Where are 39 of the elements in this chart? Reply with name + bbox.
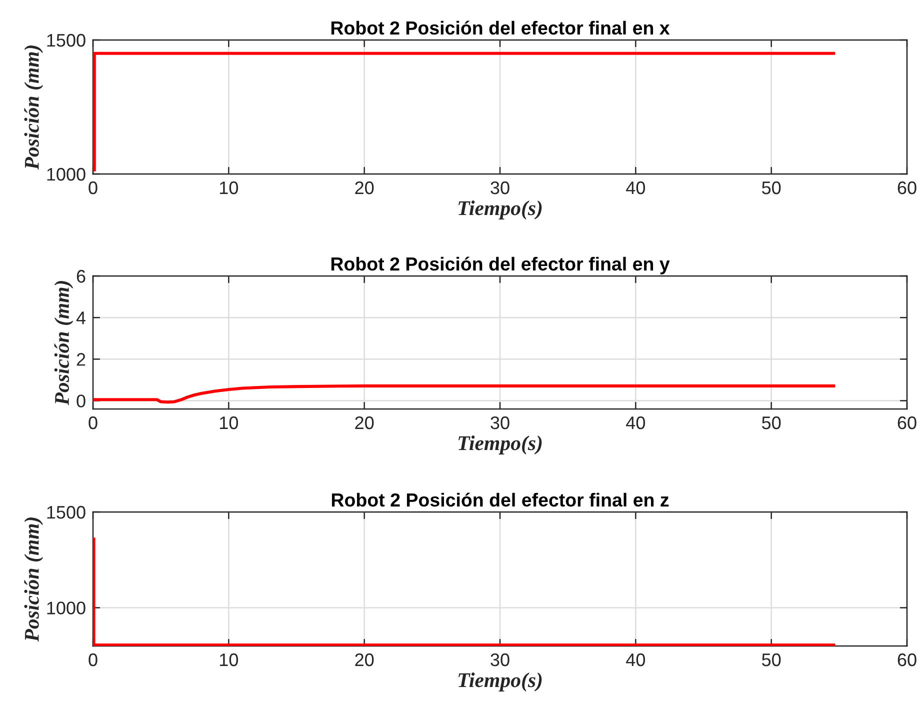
x-tick-label: 60 — [898, 416, 916, 430]
x-tick-label: 0 — [88, 653, 98, 666]
x-tick-label: 60 — [898, 181, 916, 194]
y-tick-label: 0 — [76, 394, 86, 408]
x-tick-label: 0 — [88, 181, 98, 194]
x-tick-label: 0 — [88, 416, 98, 430]
y-tick-label: 1000 — [47, 168, 86, 181]
y-tick-label: 1000 — [47, 602, 86, 614]
x-axis-title: Tiempo(s) — [458, 672, 542, 692]
y-tick-label: 2 — [76, 353, 86, 366]
x-tick-label: 50 — [762, 416, 781, 430]
x-tick-label: 50 — [762, 181, 781, 194]
y-axis-title: Posición (mm) — [54, 281, 74, 406]
y-axis-title: Posición (mm) — [24, 518, 44, 642]
line-series — [93, 384, 837, 404]
x-tick-label: 60 — [898, 653, 916, 666]
x-tick-label: 10 — [220, 416, 238, 430]
x-tick-label: 40 — [626, 416, 646, 430]
x-tick-label: 30 — [490, 653, 510, 666]
x-tick-label: 20 — [355, 416, 374, 430]
y-axis-title: Posición (mm) — [24, 46, 44, 170]
y-tick-label: 6 — [76, 270, 86, 283]
chart-title: Robot 2 Posición del efector final en z — [332, 492, 669, 507]
y-tick-label: 1500 — [47, 34, 86, 47]
x-tick-label: 10 — [220, 181, 238, 194]
x-tick-label: 20 — [355, 653, 374, 666]
y-tick-label: 4 — [76, 312, 86, 324]
x-tick-label: 30 — [490, 181, 510, 194]
x-tick-label: 50 — [762, 653, 781, 666]
x-tick-label: 20 — [355, 181, 374, 194]
x-tick-label: 40 — [626, 653, 646, 666]
x-tick-label: 40 — [626, 181, 646, 194]
chart-title: Robot 2 Posición del efector final en y — [331, 256, 670, 274]
x-tick-label: 10 — [220, 653, 238, 666]
chart-title: Robot 2 Posición del efector final en x — [331, 20, 670, 35]
x-tick-label: 30 — [490, 416, 510, 430]
y-tick-label: 1500 — [47, 506, 86, 519]
x-axis-title: Tiempo(s) — [458, 200, 542, 220]
x-axis-title: Tiempo(s) — [458, 436, 542, 454]
